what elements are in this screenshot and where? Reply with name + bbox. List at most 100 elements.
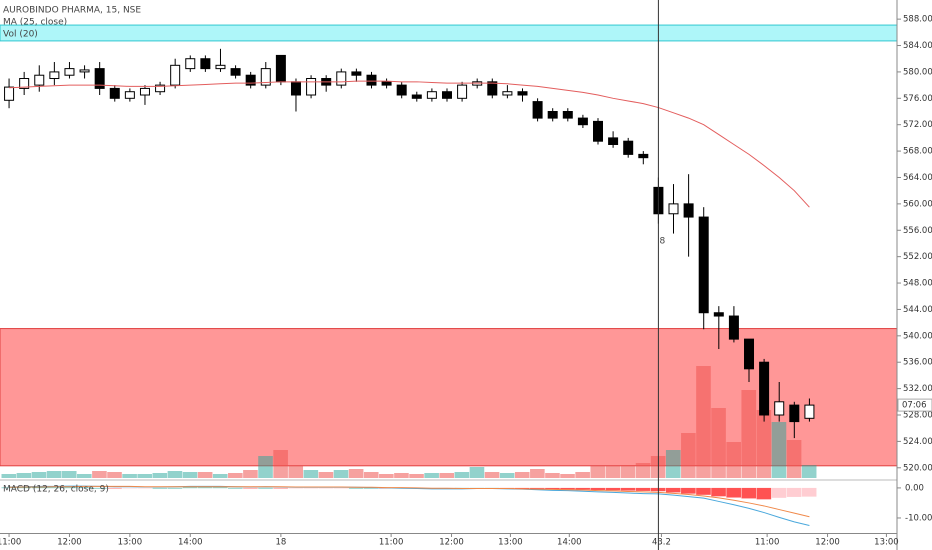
volume-bar: [92, 471, 107, 478]
volume-bar: [560, 474, 575, 478]
volume-bar: [137, 474, 153, 478]
candle-body: [608, 137, 619, 145]
ma-line: [9, 80, 810, 208]
candle-body: [139, 87, 150, 96]
candle-body: [19, 78, 30, 89]
macd-histogram-bar: [756, 487, 772, 500]
macd-histogram-bar: [1, 487, 17, 489]
candle-body: [668, 203, 679, 215]
volume-bar: [182, 472, 198, 478]
last-price-box: [897, 398, 932, 412]
volume-bar: [771, 422, 787, 478]
macd-histogram-bar: [273, 487, 288, 489]
candle-body: [34, 74, 45, 86]
macd-y-tick-label: 0.00: [905, 483, 924, 493]
candle-body: [155, 84, 166, 93]
y-tick-label: 540.00: [903, 331, 932, 341]
y-tick-label: 564.00: [903, 173, 932, 183]
x-tick-label: 13:00: [498, 538, 523, 548]
candle-body: [200, 58, 211, 70]
macd-histogram-bar: [801, 487, 817, 497]
volume-bar: [394, 473, 409, 478]
zone: [0, 24, 898, 42]
volume-bar: [424, 473, 439, 478]
macd-histogram-bar: [696, 487, 711, 495]
volume-bar: [348, 469, 364, 478]
candle-body: [441, 91, 452, 99]
volume-bar: [484, 472, 500, 478]
macd-histogram-bar: [726, 487, 741, 498]
candle-body: [457, 84, 468, 99]
macd-histogram-bar: [31, 487, 47, 489]
candle-body: [306, 78, 317, 96]
volume-bar: [212, 474, 228, 478]
macd-histogram-bar: [107, 487, 122, 489]
candle-body: [245, 74, 256, 86]
y-tick-label: 584.00: [903, 41, 932, 51]
macd-histogram-bar: [771, 487, 787, 498]
y-tick-label: 588.00: [903, 15, 932, 25]
x-tick-label: 43.2: [652, 538, 671, 548]
volume-bar: [454, 472, 470, 478]
macd-histogram-bar: [167, 487, 183, 489]
ma-legend: MA (25, close): [3, 18, 67, 28]
macd-histogram-bar: [77, 487, 92, 489]
candle-body: [411, 94, 422, 99]
candle-body: [683, 203, 694, 218]
candle-body: [230, 68, 241, 76]
x-tick-label: 12:00: [815, 538, 840, 548]
volume-bar: [122, 474, 137, 478]
volume-bar: [605, 466, 621, 478]
volume-bar: [756, 410, 772, 478]
candle-body: [109, 87, 120, 99]
y-tick-label: 548.00: [903, 279, 932, 289]
macd-histogram-bar: [741, 487, 757, 499]
volume-bar: [46, 471, 62, 478]
candle-body: [49, 71, 60, 80]
price-layer: [4, 48, 815, 439]
x-tick-label: 11:00: [0, 538, 21, 548]
y-tick-label: 544.00: [903, 305, 932, 315]
candle-body: [713, 312, 724, 317]
volume-bar: [243, 470, 258, 478]
candle-body: [532, 101, 543, 119]
candle-body: [517, 91, 528, 96]
candle-body: [170, 64, 181, 86]
candle-body: [502, 91, 513, 96]
macd-histogram-bar: [620, 487, 636, 491]
volume-bar: [273, 450, 288, 478]
candle-body: [185, 58, 196, 70]
volume-bar: [545, 473, 560, 478]
macd-histogram-bar: [152, 487, 168, 489]
macd-histogram-bar: [711, 487, 726, 497]
y-tick-label: 556.00: [903, 226, 932, 236]
macd-histogram-bar: [681, 487, 696, 494]
macd-histogram-bar: [545, 487, 560, 490]
macd-legend: MACD (12, 26, close, 9): [3, 485, 109, 495]
volume-bar: [31, 472, 47, 478]
x-tick-label: 13:00: [118, 538, 143, 548]
candle-body: [351, 71, 362, 76]
y-tick-label: 532.00: [903, 384, 932, 394]
y-tick-label: 528.00: [903, 411, 932, 421]
volume-bar: [741, 390, 757, 478]
volume-bar: [499, 473, 515, 478]
volume-bar: [681, 433, 696, 478]
x-tick-label: 18: [275, 538, 286, 548]
candle-body: [804, 404, 815, 419]
volume-bar: [439, 473, 455, 478]
candle-body: [623, 140, 634, 155]
macd-histogram-bar: [288, 487, 304, 489]
volume-bar: [258, 456, 273, 478]
macd-layer: [1, 485, 817, 526]
volume-bar: [197, 472, 213, 478]
candle-body: [577, 117, 588, 126]
x-tick-label: 11:00: [755, 538, 780, 548]
macd-histogram-bar: [182, 487, 198, 489]
y-tick-label: 552.00: [903, 252, 932, 262]
y-tick-label: 524.00: [903, 437, 932, 447]
candle-body: [381, 81, 392, 86]
candle-body: [547, 111, 558, 119]
